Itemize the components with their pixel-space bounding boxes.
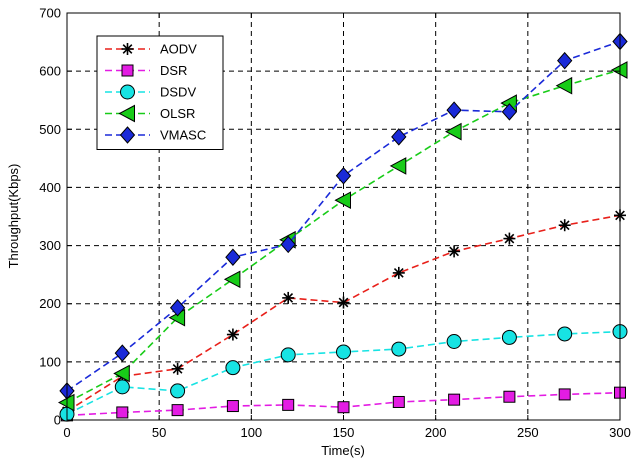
y-tick-label: 100 — [39, 354, 61, 369]
y-axis-title: Throughput(Kbps) — [6, 164, 21, 269]
data-point-dsr — [226, 400, 239, 413]
data-point-vmasc — [557, 51, 573, 70]
x-axis-title: Time(s) — [321, 443, 365, 458]
data-point-aodv — [337, 296, 350, 309]
legend-label-dsr: DSR — [160, 63, 187, 78]
data-point-dsr — [558, 388, 571, 401]
x-tick-label: 200 — [425, 425, 447, 440]
data-point-vmasc — [446, 101, 462, 119]
axis-ticks: 0 50 100 150 200 250 300 0 100 200 300 400 500 600 700 — [39, 6, 631, 441]
x-tick-label: 0 — [63, 425, 70, 440]
y-tick-label: 0 — [54, 413, 61, 428]
x-tick-label: 150 — [333, 425, 355, 440]
legend-entry-aodv: AODV — [105, 42, 197, 57]
y-tick-label: 300 — [39, 238, 61, 253]
legend-marker-aodv — [121, 43, 134, 55]
legend-marker-olsr — [118, 104, 135, 123]
x-tick-label: 50 — [152, 425, 166, 440]
data-point-dsdv — [557, 326, 573, 342]
data-point-dsdv — [446, 334, 462, 350]
data-point-dsr — [448, 393, 461, 406]
data-point-aodv — [226, 328, 239, 341]
legend-marker-dsr — [121, 64, 134, 77]
x-tick-label: 250 — [517, 425, 539, 440]
data-point-dsr — [282, 398, 295, 411]
data-point-aodv — [171, 362, 184, 375]
x-tick-label: 300 — [609, 425, 631, 440]
data-point-dsdv — [170, 383, 186, 399]
data-point-dsr — [503, 390, 516, 403]
data-point-aodv — [503, 232, 516, 245]
y-tick-label: 200 — [39, 296, 61, 311]
series-olsr — [57, 61, 628, 412]
data-point-olsr — [555, 76, 573, 95]
data-point-aodv — [448, 245, 461, 258]
data-point-vmasc — [169, 299, 186, 317]
legend-entry-dsdv: DSDV — [105, 84, 196, 100]
x-tick-label: 100 — [240, 425, 262, 440]
data-point-dsr — [116, 406, 129, 419]
legend-marker-dsdv — [120, 84, 135, 100]
data-point-aodv — [392, 266, 405, 279]
data-point-olsr — [389, 157, 407, 175]
data-point-vmasc — [114, 344, 130, 362]
legend-marker-vmasc — [119, 126, 136, 144]
legend-label-aodv: AODV — [160, 42, 197, 57]
data-point-dsdv — [391, 341, 407, 357]
legend-label-olsr: OLSR — [160, 106, 195, 121]
legend-label-dsdv: DSDV — [160, 85, 196, 100]
data-point-olsr — [223, 270, 241, 289]
y-tick-label: 500 — [39, 122, 61, 137]
data-point-vmasc — [225, 248, 241, 266]
legend-entry-dsr: DSR — [105, 63, 187, 78]
data-point-vmasc — [391, 128, 407, 146]
series-layer — [57, 32, 628, 422]
legend-label-vmasc: VMASC — [160, 128, 206, 143]
data-point-dsr — [392, 395, 405, 408]
legend-entry-olsr: OLSR — [105, 104, 195, 123]
y-tick-label: 700 — [39, 6, 61, 21]
data-point-olsr — [113, 364, 130, 383]
legend: AODV DSR DSDV OLSR VMASC — [96, 35, 224, 150]
data-point-vmasc — [335, 167, 352, 185]
data-point-dsr — [337, 401, 350, 414]
data-point-dsdv — [336, 344, 351, 360]
legend-entry-vmasc: VMASC — [105, 126, 206, 144]
data-point-dsdv — [225, 360, 241, 376]
data-point-olsr — [334, 191, 351, 210]
data-point-dsdv — [114, 379, 130, 395]
series-vmasc — [59, 32, 628, 400]
data-point-aodv — [558, 219, 571, 232]
data-point-vmasc — [501, 103, 518, 121]
data-point-dsdv — [280, 347, 296, 363]
data-point-vmasc — [280, 235, 296, 254]
data-point-olsr — [445, 122, 462, 141]
y-tick-label: 600 — [39, 64, 61, 79]
data-point-dsr — [171, 404, 184, 417]
y-tick-label: 400 — [39, 180, 61, 195]
data-point-dsdv — [501, 329, 517, 345]
data-point-aodv — [282, 291, 295, 304]
